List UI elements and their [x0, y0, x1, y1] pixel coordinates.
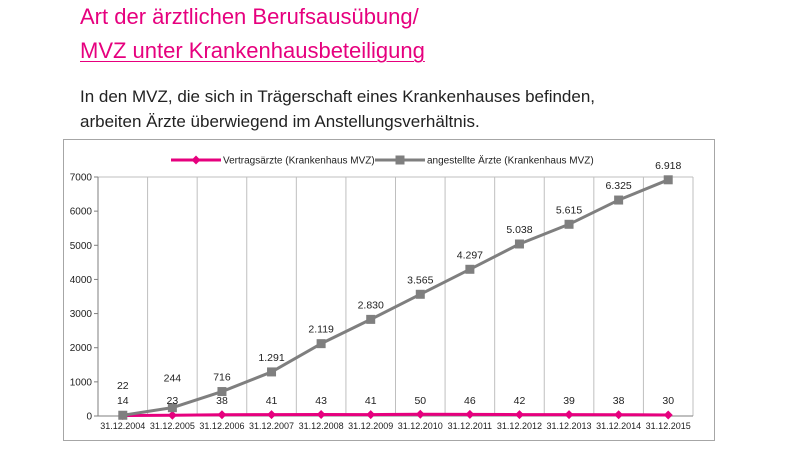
data-point-angestellte: [118, 410, 128, 420]
data-point-vertragsaerzte: [564, 410, 574, 420]
data-label-vertragsaerzte: 38: [613, 395, 625, 407]
data-point-angestellte: [267, 367, 277, 377]
page-title: Art der ärztlichen Berufsausübung/: [80, 4, 419, 29]
data-label-angestellte: 2.830: [358, 299, 384, 311]
y-tick-label: 0: [86, 412, 92, 423]
data-point-vertragsaerzte: [614, 410, 624, 420]
data-label-vertragsaerzte: 41: [266, 395, 278, 407]
data-point-angestellte: [415, 289, 425, 299]
x-tick-label: 31.12.2014: [596, 421, 641, 431]
data-label-angestellte: 5.038: [506, 224, 532, 236]
data-point-vertragsaerzte: [366, 410, 376, 420]
data-label-vertragsaerzte: 23: [167, 395, 179, 407]
data-label-vertragsaerzte: 39: [563, 395, 575, 407]
data-point-vertragsaerzte: [663, 410, 673, 420]
x-tick-label: 31.12.2013: [547, 421, 592, 431]
data-point-angestellte: [514, 239, 524, 249]
data-label-angestellte: 3.565: [407, 274, 433, 286]
intro-line-2: arbeiten Ärzte überwiegend im Anstellung…: [80, 112, 480, 131]
y-tick-label: 7000: [70, 173, 93, 184]
data-label-vertragsaerzte: 41: [365, 395, 377, 407]
data-point-vertragsaerzte: [267, 410, 277, 420]
x-tick-label: 31.12.2005: [150, 421, 195, 431]
data-label-angestellte: 1.291: [258, 352, 284, 364]
x-tick-label: 31.12.2010: [398, 421, 443, 431]
data-point-angestellte: [316, 339, 326, 349]
data-label-vertragsaerzte: 46: [464, 395, 476, 407]
chart-container: 0 1000 2000 3000 4000 5000 6000 7000 31.12.2004 3…: [63, 139, 715, 441]
data-point-angestellte: [614, 195, 624, 205]
x-tick-label: 31.12.2007: [249, 421, 294, 431]
data-label-angestellte: 6.325: [605, 180, 631, 192]
chart-frame: [63, 139, 715, 441]
y-tick-label: 6000: [70, 207, 93, 218]
data-label-angestellte: 244: [164, 373, 182, 385]
data-label-vertragsaerzte: 50: [414, 395, 426, 407]
x-tick-label: 31.12.2009: [348, 421, 393, 431]
data-point-vertragsaerzte: [415, 409, 425, 419]
data-label-angestellte: 716: [213, 372, 231, 384]
page-subtitle: MVZ unter Krankenhausbeteiligung: [80, 38, 425, 63]
data-point-vertragsaerzte: [465, 409, 475, 419]
x-tick-label: 31.12.2015: [646, 421, 691, 431]
intro-text: In den MVZ, die sich in Trägerschaft ein…: [80, 84, 595, 134]
x-tick-label: 31.12.2006: [199, 421, 244, 431]
y-tick-label: 1000: [70, 377, 93, 388]
data-label-angestellte: 2.119: [308, 324, 334, 336]
data-label-vertragsaerzte: 38: [216, 395, 228, 407]
data-point-angestellte: [217, 387, 227, 397]
data-point-angestellte: [465, 264, 475, 274]
y-tick-label: 5000: [70, 241, 93, 252]
data-label-vertragsaerzte: 30: [662, 395, 674, 407]
x-tick-label: 31.12.2004: [100, 421, 145, 431]
data-point-angestellte: [366, 314, 376, 324]
legend-marker-angestellte: [395, 155, 405, 165]
data-label-vertragsaerzte: 43: [315, 395, 327, 407]
data-label-angestellte: 4.297: [457, 249, 483, 261]
x-tick-label: 31.12.2012: [497, 421, 542, 431]
data-label-angestellte: 6.918: [655, 160, 681, 172]
x-tick-label: 31.12.2008: [299, 421, 344, 431]
data-point-angestellte: [564, 219, 574, 229]
legend-marker-vertragsaerzte: [191, 155, 201, 165]
line-chart: 0 1000 2000 3000 4000 5000 6000 7000 31.12.2004 3…: [63, 139, 715, 441]
data-label-vertragsaerzte: 42: [514, 395, 526, 407]
legend-label-vertragsaerzte: Vertragsärzte (Krankenhaus MVZ): [223, 156, 375, 167]
data-label-angestellte: 22: [117, 380, 129, 392]
legend-label-angestellte: angestellte Ärzte (Krankenhaus MVZ): [427, 155, 594, 167]
data-label-angestellte: 5.615: [556, 204, 582, 216]
data-point-vertragsaerzte: [167, 410, 177, 420]
data-point-vertragsaerzte: [217, 410, 227, 420]
x-tick-label: 31.12.2011: [448, 421, 492, 431]
intro-line-1: In den MVZ, die sich in Trägerschaft ein…: [80, 87, 596, 106]
data-point-angestellte: [663, 175, 673, 185]
data-point-angestellte: [167, 403, 177, 413]
y-tick-label: 4000: [70, 275, 93, 286]
data-label-vertragsaerzte: 14: [117, 395, 129, 407]
y-tick-label: 2000: [70, 343, 93, 354]
series-line-vertragsaerzte: [122, 412, 669, 418]
series-line-angestellte: [122, 178, 669, 417]
y-tick-label: 3000: [70, 309, 93, 320]
data-point-vertragsaerzte: [514, 410, 524, 420]
data-point-vertragsaerzte: [316, 410, 326, 420]
